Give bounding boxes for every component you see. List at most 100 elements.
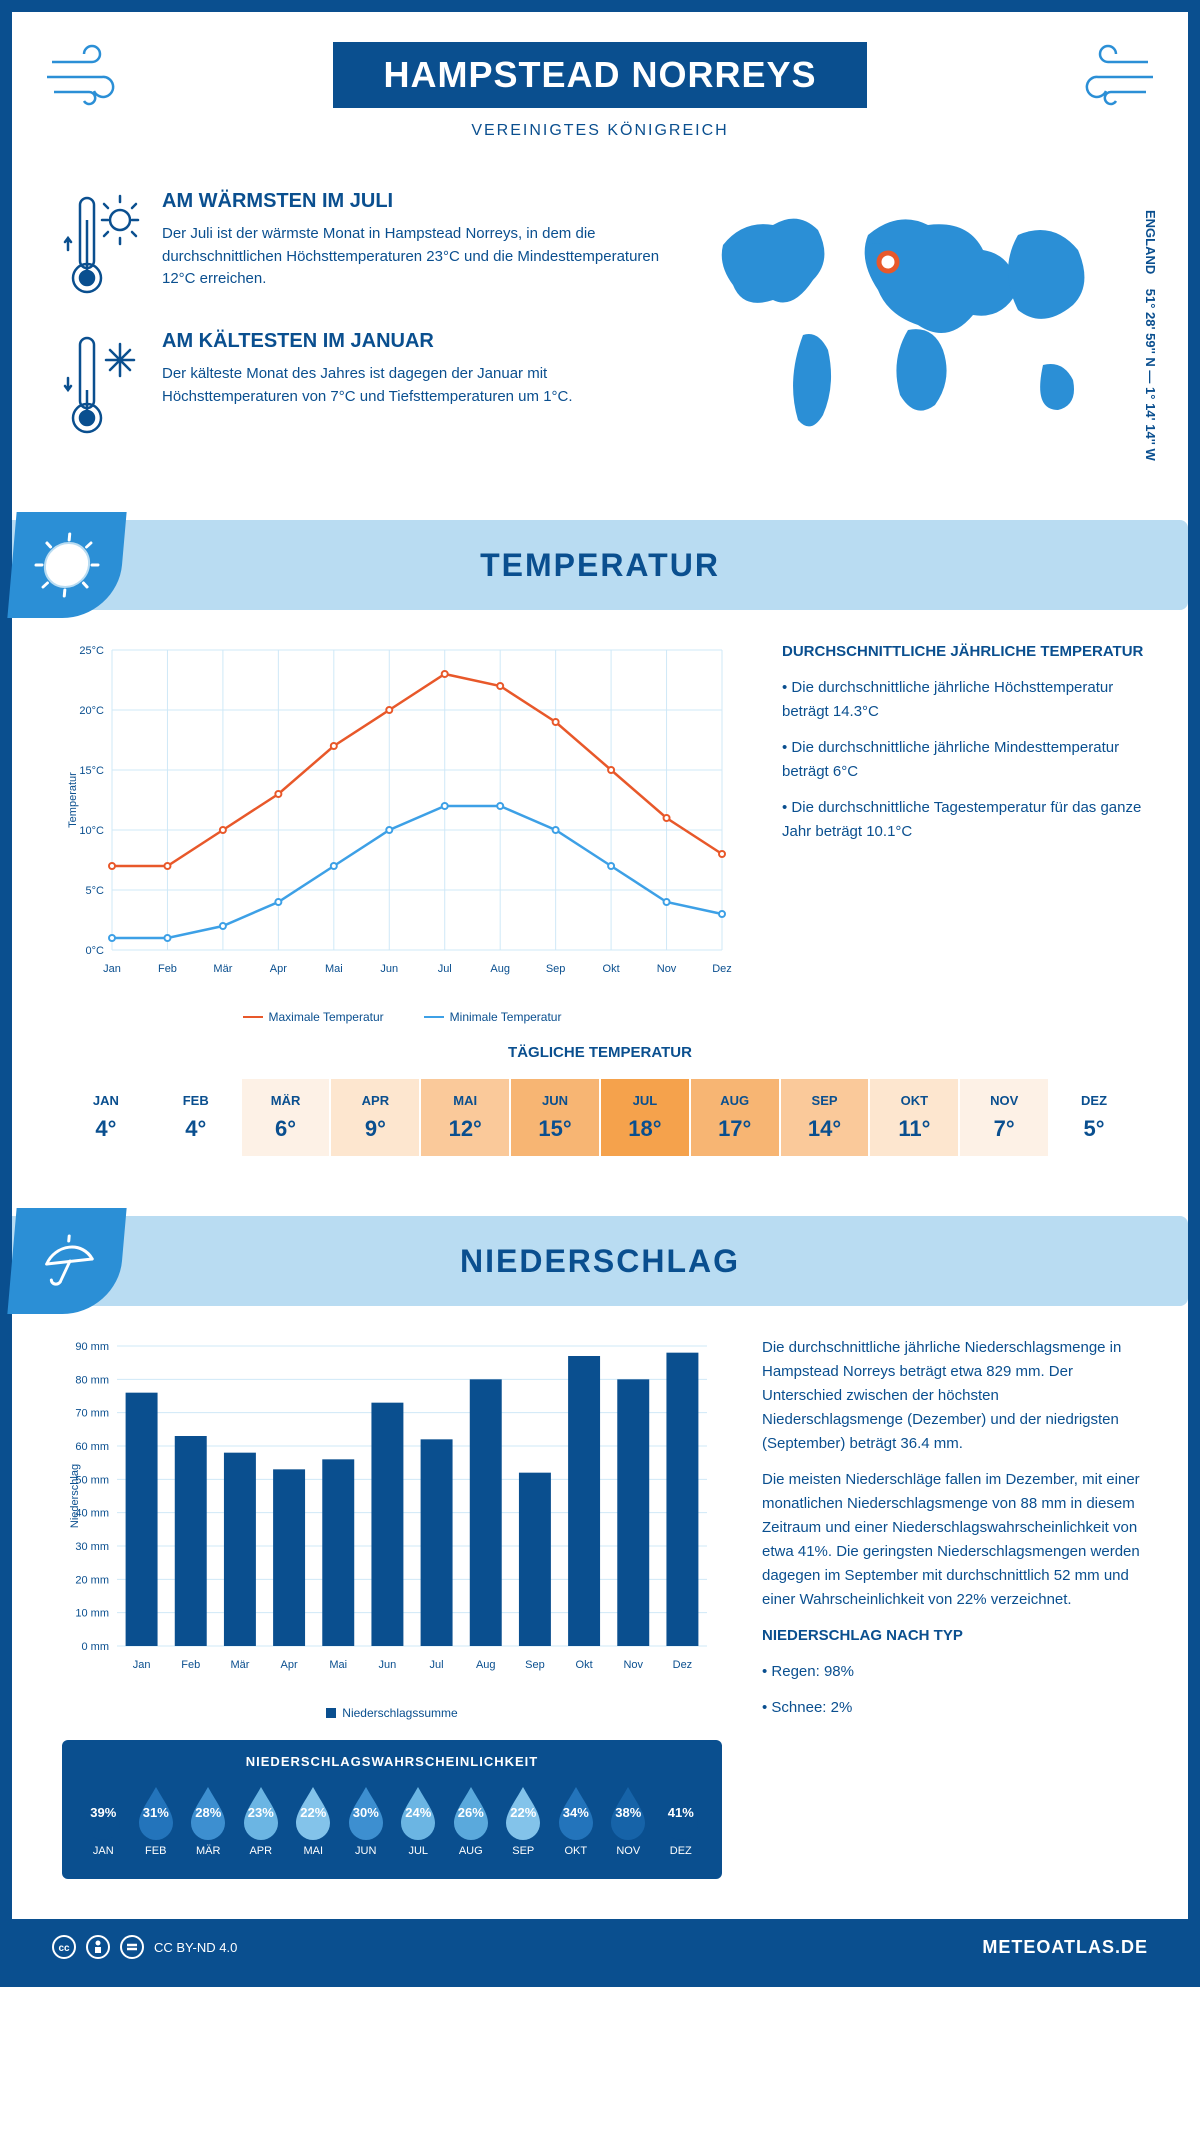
svg-text:Jan: Jan (133, 1659, 151, 1671)
daily-temperature: TÄGLICHE TEMPERATUR JAN4°FEB4°MÄR6°APR9°… (12, 1024, 1188, 1196)
thermometer-cold-icon (62, 330, 142, 440)
warmest-block: AM WÄRMSTEN IM JULI Der Juli ist der wär… (62, 190, 668, 300)
precipitation-chart: 0 mm10 mm20 mm30 mm40 mm50 mm60 mm70 mm8… (62, 1336, 722, 1720)
probability-drop: 38%NOV (605, 1783, 652, 1857)
svg-text:70 mm: 70 mm (75, 1408, 109, 1420)
svg-text:Aug: Aug (476, 1659, 496, 1671)
page-title: HAMPSTEAD NORREYS (333, 42, 866, 108)
svg-text:Jan: Jan (103, 963, 121, 975)
daily-temp-cell: JUL18° (601, 1079, 689, 1156)
daily-temp-cell: DEZ5° (1050, 1079, 1138, 1156)
svg-text:20 mm: 20 mm (75, 1574, 109, 1586)
probability-drop: 28%MÄR (185, 1783, 232, 1857)
temperature-chart: 0°C5°C10°C15°C20°C25°CJanFebMärAprMaiJun… (62, 640, 742, 1024)
footer-brand: METEOATLAS.DE (982, 1937, 1148, 1958)
svg-text:5°C: 5°C (86, 885, 105, 897)
precip-legend: Niederschlagssumme (62, 1706, 722, 1720)
warmest-text: Der Juli ist der wärmste Monat in Hampst… (162, 223, 668, 291)
precip-type-point: • Regen: 98% (762, 1660, 1142, 1684)
daily-temp-cell: OKT11° (870, 1079, 958, 1156)
svg-text:Okt: Okt (576, 1659, 593, 1671)
svg-text:Jun: Jun (379, 1659, 397, 1671)
daily-temp-cell: MAI12° (421, 1079, 509, 1156)
precip-type-heading: NIEDERSCHLAG NACH TYP (762, 1624, 1142, 1648)
svg-text:30 mm: 30 mm (75, 1541, 109, 1553)
svg-text:Jul: Jul (430, 1659, 444, 1671)
warmest-heading: AM WÄRMSTEN IM JULI (162, 190, 668, 213)
header: HAMPSTEAD NORREYS VEREINIGTES KÖNIGREICH (12, 12, 1188, 160)
umbrella-icon (7, 1208, 126, 1314)
svg-text:Feb: Feb (181, 1659, 200, 1671)
daily-heading: TÄGLICHE TEMPERATUR (62, 1044, 1138, 1061)
precip-type-point: • Schnee: 2% (762, 1696, 1142, 1720)
wind-icon-left (42, 42, 142, 112)
probability-drop: 39%JAN (80, 1783, 127, 1857)
page: HAMPSTEAD NORREYS VEREINIGTES KÖNIGREICH… (0, 0, 1200, 1987)
probability-drop: 22%SEP (500, 1783, 547, 1857)
svg-text:60 mm: 60 mm (75, 1441, 109, 1453)
svg-text:20°C: 20°C (79, 705, 104, 717)
temp-summary-heading: DURCHSCHNITTLICHE JÄHRLICHE TEMPERATUR (782, 640, 1162, 664)
precip-para2: Die meisten Niederschläge fallen im Deze… (762, 1468, 1142, 1612)
svg-text:Feb: Feb (158, 963, 177, 975)
svg-text:Niederschlag: Niederschlag (69, 1464, 81, 1528)
coldest-block: AM KÄLTESTEN IM JANUAR Der kälteste Mona… (62, 330, 668, 440)
daily-temp-cell: APR9° (331, 1079, 419, 1156)
svg-text:90 mm: 90 mm (75, 1341, 109, 1353)
svg-text:Sep: Sep (525, 1659, 545, 1671)
svg-text:Sep: Sep (546, 963, 566, 975)
probability-box: NIEDERSCHLAGSWAHRSCHEINLICHKEIT 39%JAN31… (62, 1740, 722, 1879)
svg-text:Dez: Dez (712, 963, 732, 975)
probability-drop: 24%JUL (395, 1783, 442, 1857)
svg-text:Temperatur: Temperatur (67, 772, 79, 828)
svg-text:Mär: Mär (213, 963, 232, 975)
svg-text:0 mm: 0 mm (82, 1641, 110, 1653)
svg-text:Jun: Jun (380, 963, 398, 975)
temp-summary-point: • Die durchschnittliche jährliche Mindes… (782, 736, 1162, 784)
svg-text:10°C: 10°C (79, 825, 104, 837)
footer: cc CC BY-ND 4.0 METEOATLAS.DE (12, 1919, 1188, 1975)
svg-text:Dez: Dez (673, 1659, 693, 1671)
svg-text:Mai: Mai (329, 1659, 347, 1671)
precipitation-body: 0 mm10 mm20 mm30 mm40 mm50 mm60 mm70 mm8… (12, 1336, 1188, 1879)
precip-para1: Die durchschnittliche jährliche Niedersc… (762, 1336, 1142, 1456)
svg-text:Okt: Okt (603, 963, 620, 975)
svg-text:15°C: 15°C (79, 765, 104, 777)
daily-temp-cell: AUG17° (691, 1079, 779, 1156)
wind-icon-right (1058, 42, 1158, 112)
page-subtitle: VEREINIGTES KÖNIGREICH (32, 122, 1168, 140)
temp-summary-point: • Die durchschnittliche Tagestemperatur … (782, 796, 1162, 844)
coldest-heading: AM KÄLTESTEN IM JANUAR (162, 330, 668, 353)
daily-temp-cell: NOV7° (960, 1079, 1048, 1156)
precipitation-title: NIEDERSCHLAG (460, 1243, 740, 1280)
intro-section: AM WÄRMSTEN IM JULI Der Juli ist der wär… (12, 160, 1188, 500)
svg-text:25°C: 25°C (79, 645, 104, 657)
probability-drop: 30%JUN (343, 1783, 390, 1857)
svg-text:0°C: 0°C (86, 945, 105, 957)
coordinates: ENGLAND 51° 28' 59'' N — 1° 14' 14'' W (1143, 210, 1158, 461)
temperature-section-header: TEMPERATUR (12, 520, 1188, 610)
daily-temp-cell: JUN15° (511, 1079, 599, 1156)
precipitation-section-header: NIEDERSCHLAG (12, 1216, 1188, 1306)
thermometer-hot-icon (62, 190, 142, 300)
sun-icon (7, 512, 126, 618)
cc-icon: cc (52, 1935, 76, 1959)
license: cc CC BY-ND 4.0 (52, 1935, 237, 1959)
temp-legend: Maximale Temperatur Minimale Temperatur (62, 1010, 742, 1024)
daily-temp-cell: FEB4° (152, 1079, 240, 1156)
probability-drop: 41%DEZ (658, 1783, 705, 1857)
svg-text:Aug: Aug (490, 963, 510, 975)
probability-drop: 34%OKT (553, 1783, 600, 1857)
world-map: ENGLAND 51° 28' 59'' N — 1° 14' 14'' W (708, 190, 1138, 470)
svg-text:Jul: Jul (438, 963, 452, 975)
by-icon (86, 1935, 110, 1959)
daily-temp-cell: MÄR6° (242, 1079, 330, 1156)
probability-drop: 22%MAI (290, 1783, 337, 1857)
svg-text:Mai: Mai (325, 963, 343, 975)
temperature-body: 0°C5°C10°C15°C20°C25°CJanFebMärAprMaiJun… (12, 640, 1188, 1024)
svg-text:Nov: Nov (657, 963, 677, 975)
svg-text:Nov: Nov (623, 1659, 643, 1671)
svg-text:10 mm: 10 mm (75, 1608, 109, 1620)
temperature-title: TEMPERATUR (480, 547, 720, 584)
probability-heading: NIEDERSCHLAGSWAHRSCHEINLICHKEIT (80, 1754, 704, 1769)
